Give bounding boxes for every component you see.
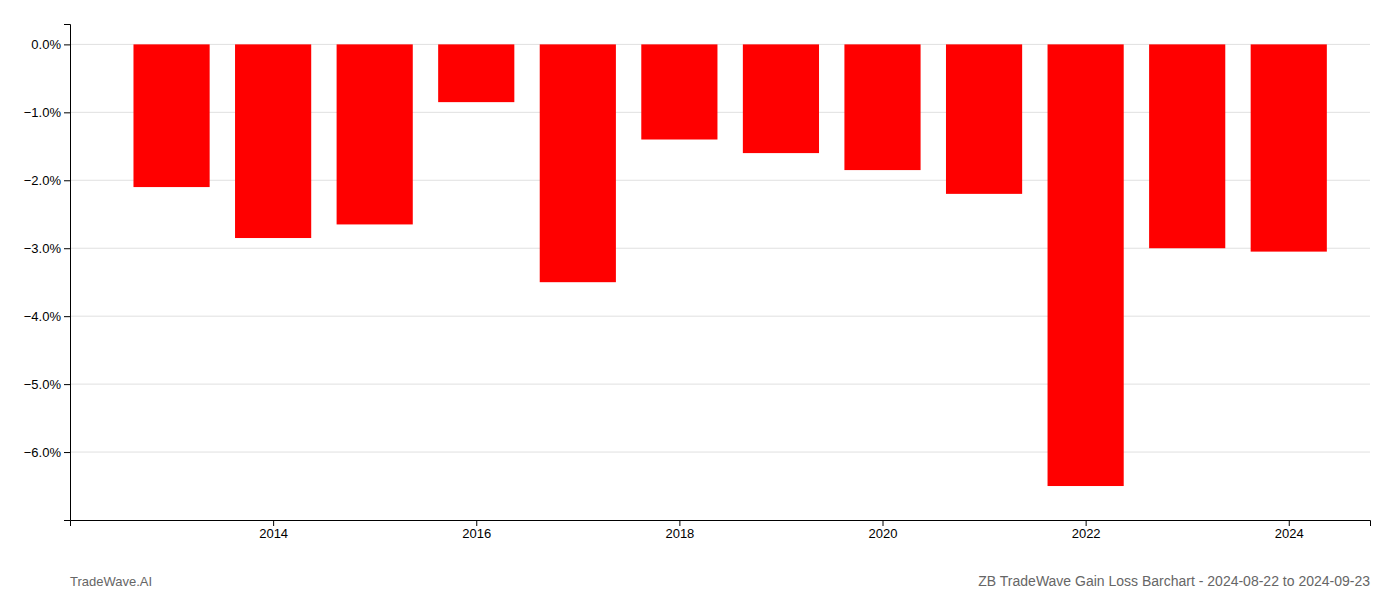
y-tick-mark: [64, 44, 70, 45]
y-tick: −3.0%: [24, 241, 70, 256]
x-tick: 2018: [665, 520, 694, 541]
y-tick-mark: [64, 248, 70, 249]
bar: [1149, 44, 1225, 248]
bar: [438, 44, 514, 102]
y-tick-mark: [64, 384, 70, 385]
bar: [235, 44, 311, 238]
x-tick-mark: [883, 520, 884, 526]
footer: TradeWave.AI: [70, 574, 152, 589]
y-axis: 0.0% −1.0% −2.0% −3.0% −4.0% −5.0% −6.0%: [24, 25, 71, 521]
y-tick: −6.0%: [24, 445, 70, 460]
x-tick-mark: [679, 520, 680, 526]
bar: [1251, 44, 1327, 251]
y-tick-mark: [64, 180, 70, 181]
x-axis: 2014 2016 2018 2020 2022 2024: [71, 520, 1371, 541]
x-axis-line: [71, 521, 1371, 527]
y-tick-label: −3.0%: [24, 241, 62, 256]
x-tick: 2024: [1275, 520, 1304, 541]
bar: [1048, 44, 1124, 486]
x-tick-label: 2024: [1275, 526, 1304, 541]
x-tick: 2016: [462, 520, 491, 541]
bar: [540, 44, 616, 282]
x-tick-label: 2016: [462, 526, 491, 541]
bar: [743, 44, 819, 153]
x-tick-label: 2020: [869, 526, 898, 541]
y-tick: −2.0%: [24, 173, 70, 188]
plot-area: 2014 2016 2018 2020 2022 2024 0.0% −1.0% −2.0% −3…: [24, 25, 1371, 542]
chart: 2014 2016 2018 2020 2022 2024 0.0% −1.0% −2.0% −3…: [0, 0, 1400, 600]
x-tick-label: 2022: [1072, 526, 1101, 541]
y-tick-mark: [64, 452, 70, 453]
x-tick: 2020: [869, 520, 898, 541]
x-tick-mark: [1086, 520, 1087, 526]
bar: [844, 44, 920, 170]
bar: [337, 44, 413, 224]
y-tick: −1.0%: [24, 105, 70, 120]
x-tick-mark: [476, 520, 477, 526]
y-tick-mark: [64, 316, 70, 317]
y-tick: −5.0%: [24, 377, 70, 392]
y-tick: 0.0%: [31, 37, 70, 52]
grid-line: [70, 452, 1370, 453]
grid-line: [70, 384, 1370, 385]
y-tick-label: −1.0%: [24, 105, 62, 120]
y-tick-label: −4.0%: [24, 309, 62, 324]
y-tick-mark: [64, 112, 70, 113]
bar: [946, 44, 1022, 193]
title: ZB TradeWave Gain Loss Barchart - 2024-0…: [978, 573, 1370, 589]
x-tick: 2022: [1072, 520, 1101, 541]
x-tick-label: 2018: [665, 526, 694, 541]
y-axis-line: [64, 25, 71, 521]
x-tick-mark: [1289, 520, 1290, 526]
y-tick-label: −2.0%: [24, 173, 62, 188]
bar: [133, 44, 209, 187]
y-tick-label: 0.0%: [31, 37, 61, 52]
x-tick-label: 2014: [259, 526, 288, 541]
y-tick: −4.0%: [24, 309, 70, 324]
grid: [70, 44, 1370, 452]
y-tick-label: −5.0%: [24, 377, 62, 392]
bars: [133, 44, 1326, 486]
x-tick-mark: [273, 520, 274, 526]
bar: [641, 44, 717, 139]
x-tick: 2014: [259, 520, 288, 541]
y-tick-label: −6.0%: [24, 445, 62, 460]
grid-line: [70, 316, 1370, 317]
